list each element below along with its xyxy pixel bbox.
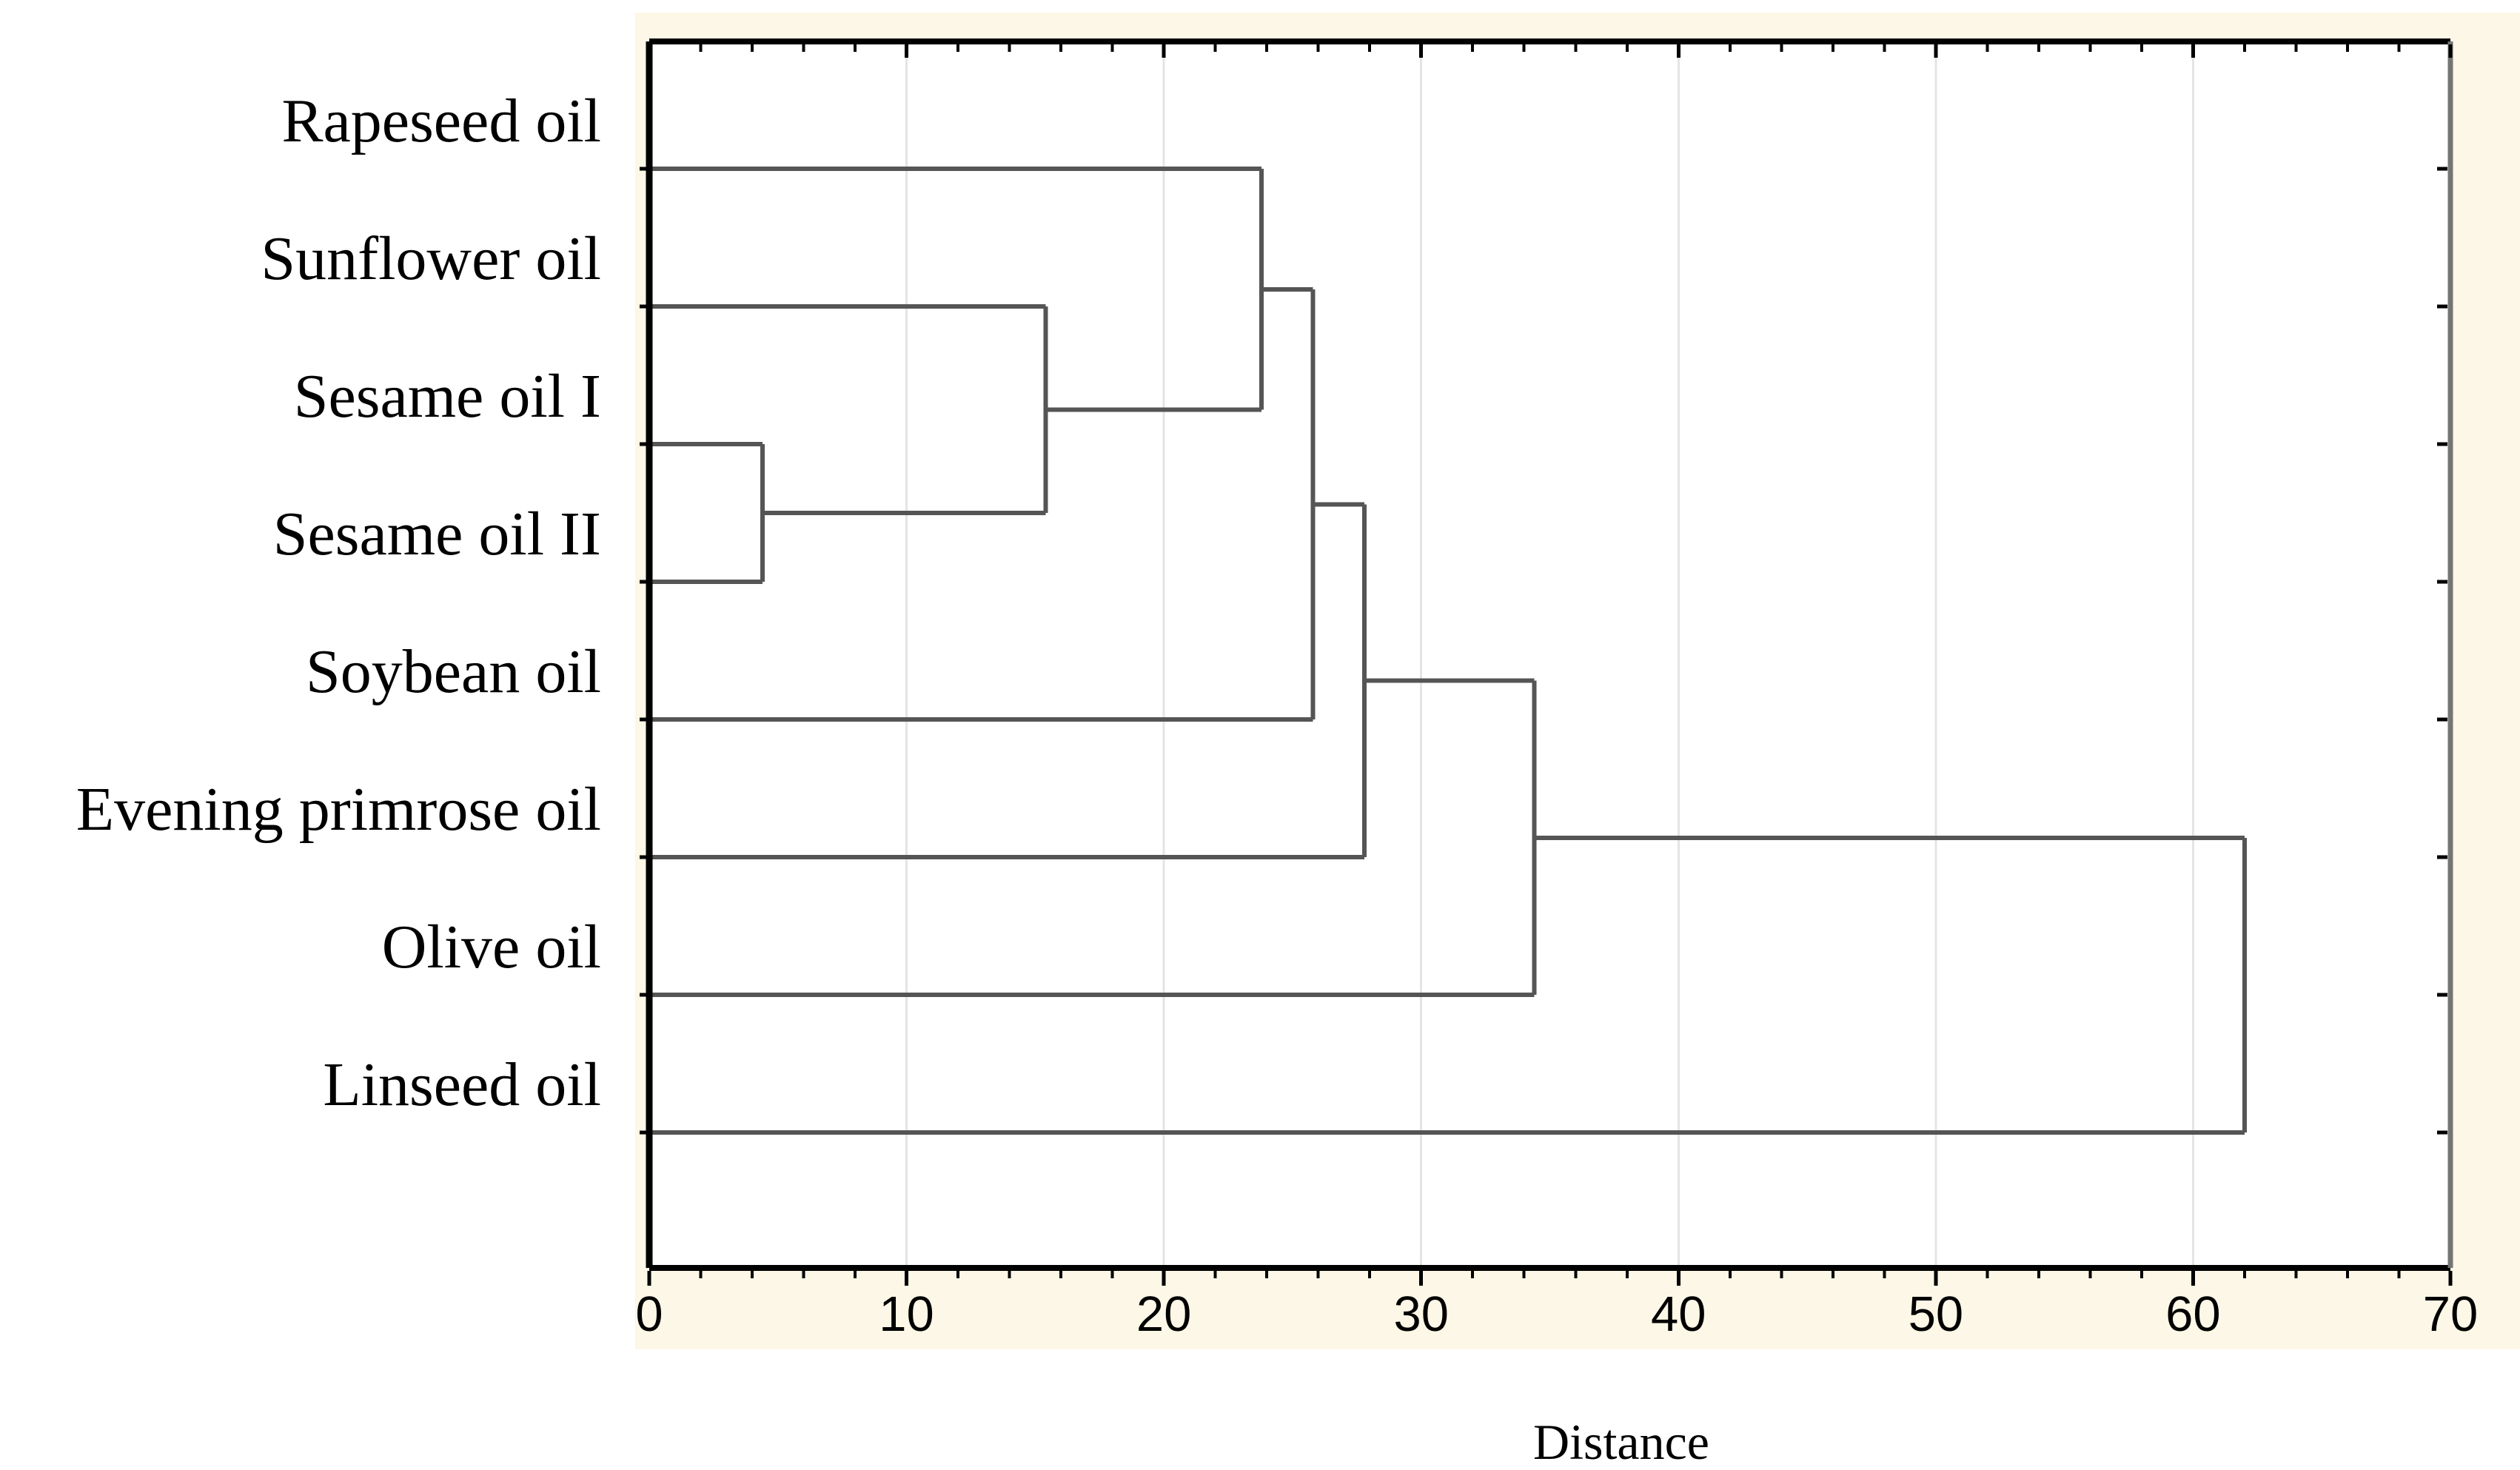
x-axis-title: Distance <box>1533 1414 1709 1470</box>
leaf-label-sunflower: Sunflower oil <box>261 224 601 293</box>
x-tick-label-0: 0 <box>635 1286 663 1342</box>
x-tick-label-60: 60 <box>2165 1286 2221 1342</box>
leaf-label-olive: Olive oil <box>381 913 601 981</box>
x-tick-label-30: 30 <box>1393 1286 1449 1342</box>
x-tick-label-50: 50 <box>1908 1286 1964 1342</box>
leaf-label-evening-primrose: Evening primrose oil <box>76 775 601 844</box>
leaf-label-linseed: Linseed oil <box>323 1050 601 1119</box>
x-tick-label-70: 70 <box>2422 1286 2479 1342</box>
x-tick-label-40: 40 <box>1651 1286 1706 1342</box>
x-tick-label-20: 20 <box>1136 1286 1192 1342</box>
leaf-label-sesame-2: Sesame oil II <box>272 500 601 568</box>
leaf-label-rapeseed: Rapeseed oil <box>281 87 601 155</box>
leaf-label-sesame-1: Sesame oil I <box>293 362 601 431</box>
plot-area-background <box>649 41 2450 1268</box>
x-tick-label-10: 10 <box>879 1286 934 1342</box>
leaf-label-soybean: Soybean oil <box>306 637 601 706</box>
